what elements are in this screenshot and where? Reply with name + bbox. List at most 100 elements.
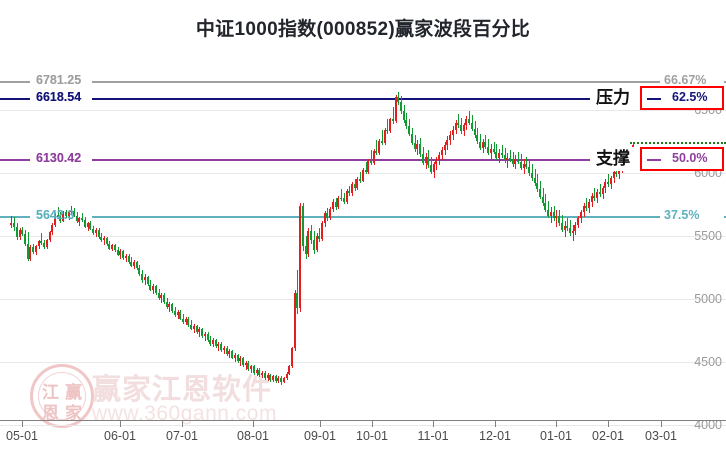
band-price-label: 6781.25	[36, 73, 82, 87]
candle-body	[43, 242, 46, 247]
candle-wick	[567, 218, 568, 231]
candle-wick	[251, 364, 252, 374]
candle-body	[198, 329, 201, 333]
candle-body	[310, 230, 313, 241]
candle-wick	[41, 233, 42, 245]
candle-body	[495, 151, 498, 158]
candle-wick	[545, 194, 546, 213]
candle-wick	[556, 209, 557, 228]
candle-body	[383, 129, 386, 143]
candle-body	[462, 125, 465, 132]
candle-body	[541, 196, 544, 204]
candle-body	[138, 268, 141, 275]
candle-body	[342, 198, 345, 202]
candle-wick	[104, 236, 105, 245]
x-axis-tick	[433, 420, 434, 427]
candle-body	[547, 209, 550, 216]
candle-body	[83, 220, 86, 227]
candle-body	[367, 161, 370, 172]
candle-body	[225, 347, 228, 354]
candle-body	[484, 141, 487, 147]
x-axis-tick	[22, 420, 23, 427]
candle-body	[356, 178, 359, 189]
label-backdrop	[30, 72, 92, 90]
candle-body	[190, 324, 193, 329]
candle-body	[566, 225, 569, 229]
candle-body	[318, 236, 321, 240]
candle-wick	[82, 213, 83, 223]
candle-body	[582, 205, 585, 213]
candle-body	[568, 228, 571, 234]
candle-wick	[268, 373, 269, 381]
x-axis-tick	[608, 420, 609, 427]
x-axis-tick	[182, 420, 183, 427]
candle-body	[209, 339, 212, 344]
candle-body	[479, 141, 482, 148]
candle-body	[32, 246, 35, 252]
candle-body	[75, 215, 78, 222]
candle-body	[408, 126, 411, 134]
candle-body	[152, 285, 155, 290]
candle-body	[182, 318, 185, 323]
candle-wick	[194, 324, 195, 333]
candle-wick	[246, 360, 247, 370]
candle-body	[296, 292, 299, 308]
candle-body	[530, 173, 533, 179]
candle-body	[236, 355, 239, 362]
candle-body	[601, 188, 604, 195]
candle-body	[419, 144, 422, 155]
band-percent-label: 50.0%	[672, 151, 708, 165]
candle-body	[465, 118, 468, 126]
candle-body	[122, 251, 125, 259]
label-backdrop	[30, 89, 92, 107]
candle-body	[443, 145, 446, 151]
y-axis-label: 4500	[694, 355, 722, 369]
candle-body	[21, 230, 24, 235]
candle-body	[269, 375, 272, 380]
candle-body	[348, 191, 351, 194]
candle-body	[179, 311, 182, 319]
candle-body	[345, 191, 348, 202]
candle-body	[593, 195, 596, 199]
candle-body	[361, 169, 364, 181]
candle-body	[15, 226, 18, 238]
candle-body	[176, 311, 179, 315]
candle-body	[214, 339, 217, 347]
candle-body	[212, 339, 214, 344]
x-axis-label: 02-01	[592, 429, 624, 443]
x-axis-label: 05-01	[6, 429, 38, 443]
candle-wick	[431, 156, 432, 175]
candle-body	[353, 183, 356, 189]
candle-body	[135, 261, 138, 269]
candle-body	[263, 372, 266, 378]
candle-body	[315, 236, 318, 250]
gridline	[0, 425, 726, 426]
candle-body	[105, 237, 108, 245]
candle-wick	[71, 205, 72, 215]
candle-body	[402, 111, 405, 121]
candle-wick	[360, 171, 361, 184]
candle-body	[615, 171, 618, 175]
candle-body	[285, 373, 288, 379]
x-axis: 05-01 06-01 07-01 08-01 09-01 10-01 11-01 12-01…	[0, 420, 726, 450]
candle-body	[67, 212, 70, 217]
candle-body	[86, 223, 89, 227]
candle-body	[563, 225, 566, 230]
candle-body	[45, 240, 48, 247]
candle-wick	[518, 151, 519, 165]
candle-wick	[371, 150, 372, 166]
candle-body	[389, 119, 392, 132]
candle-body	[522, 164, 525, 168]
candle-body	[321, 223, 323, 240]
candle-body	[271, 376, 274, 380]
candle-body	[149, 284, 152, 290]
candle-body	[473, 128, 476, 136]
candle-wick	[532, 164, 533, 181]
band-price-label: 6130.42	[36, 151, 82, 165]
candle-body	[291, 348, 294, 366]
candle-body	[111, 244, 114, 249]
candle-body	[266, 375, 269, 378]
candle-body	[277, 377, 280, 381]
candle-body	[312, 240, 315, 250]
